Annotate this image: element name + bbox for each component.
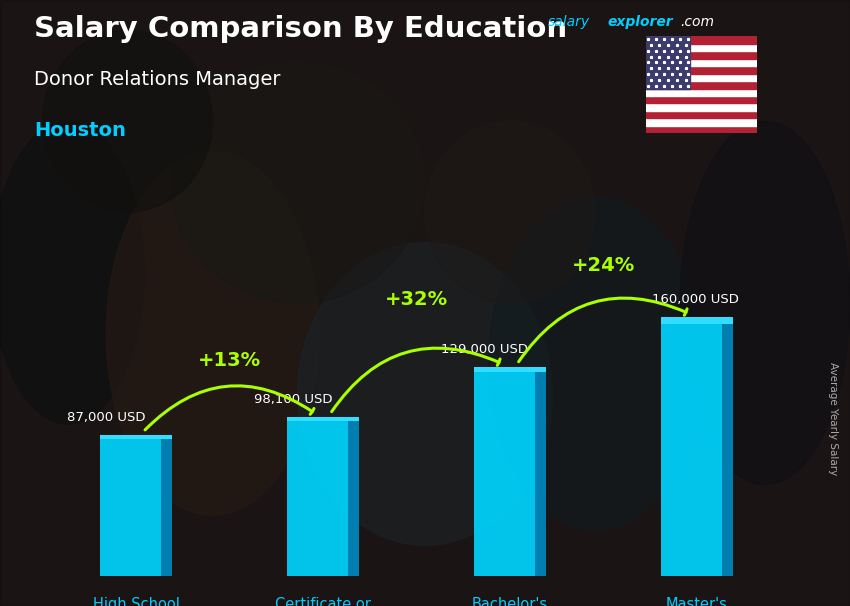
Bar bbox=[646, 118, 756, 126]
Text: explorer: explorer bbox=[608, 15, 673, 29]
Text: Donor Relations Manager: Donor Relations Manager bbox=[34, 70, 280, 88]
Text: 129,000 USD: 129,000 USD bbox=[441, 343, 528, 356]
Bar bbox=[646, 36, 690, 88]
Bar bbox=[646, 88, 756, 96]
Bar bbox=[100, 435, 172, 576]
Ellipse shape bbox=[680, 121, 850, 485]
Ellipse shape bbox=[0, 121, 144, 424]
Bar bbox=[161, 435, 172, 576]
Text: +13%: +13% bbox=[198, 351, 261, 370]
Bar bbox=[646, 96, 756, 104]
Bar bbox=[646, 126, 756, 133]
Bar bbox=[646, 111, 756, 118]
Bar bbox=[100, 435, 172, 439]
Bar bbox=[646, 52, 756, 59]
Ellipse shape bbox=[42, 30, 212, 212]
Ellipse shape bbox=[425, 121, 595, 303]
Ellipse shape bbox=[106, 152, 319, 515]
Text: 98,100 USD: 98,100 USD bbox=[254, 393, 332, 406]
Ellipse shape bbox=[170, 61, 425, 303]
Bar bbox=[646, 44, 756, 52]
Bar bbox=[348, 417, 359, 576]
Text: Salary Comparison By Education: Salary Comparison By Education bbox=[34, 15, 567, 43]
Bar bbox=[474, 367, 546, 576]
Text: +32%: +32% bbox=[385, 290, 448, 309]
Bar bbox=[661, 317, 733, 576]
Text: 87,000 USD: 87,000 USD bbox=[67, 411, 145, 424]
Text: 160,000 USD: 160,000 USD bbox=[652, 293, 739, 306]
Bar bbox=[287, 417, 359, 421]
Bar bbox=[661, 317, 733, 324]
Bar bbox=[474, 367, 546, 373]
Bar bbox=[535, 367, 546, 576]
Bar bbox=[646, 36, 756, 44]
Text: Houston: Houston bbox=[34, 121, 126, 140]
Ellipse shape bbox=[489, 197, 701, 530]
Bar bbox=[287, 417, 359, 576]
Bar bbox=[646, 81, 756, 88]
Text: +24%: +24% bbox=[572, 256, 635, 275]
Text: .com: .com bbox=[680, 15, 714, 29]
Text: Average Yearly Salary: Average Yearly Salary bbox=[828, 362, 838, 474]
Text: salary: salary bbox=[548, 15, 591, 29]
Bar bbox=[722, 317, 733, 576]
Ellipse shape bbox=[298, 242, 552, 545]
Bar bbox=[646, 66, 756, 74]
Bar bbox=[646, 59, 756, 66]
Bar bbox=[646, 74, 756, 81]
Bar bbox=[646, 104, 756, 111]
